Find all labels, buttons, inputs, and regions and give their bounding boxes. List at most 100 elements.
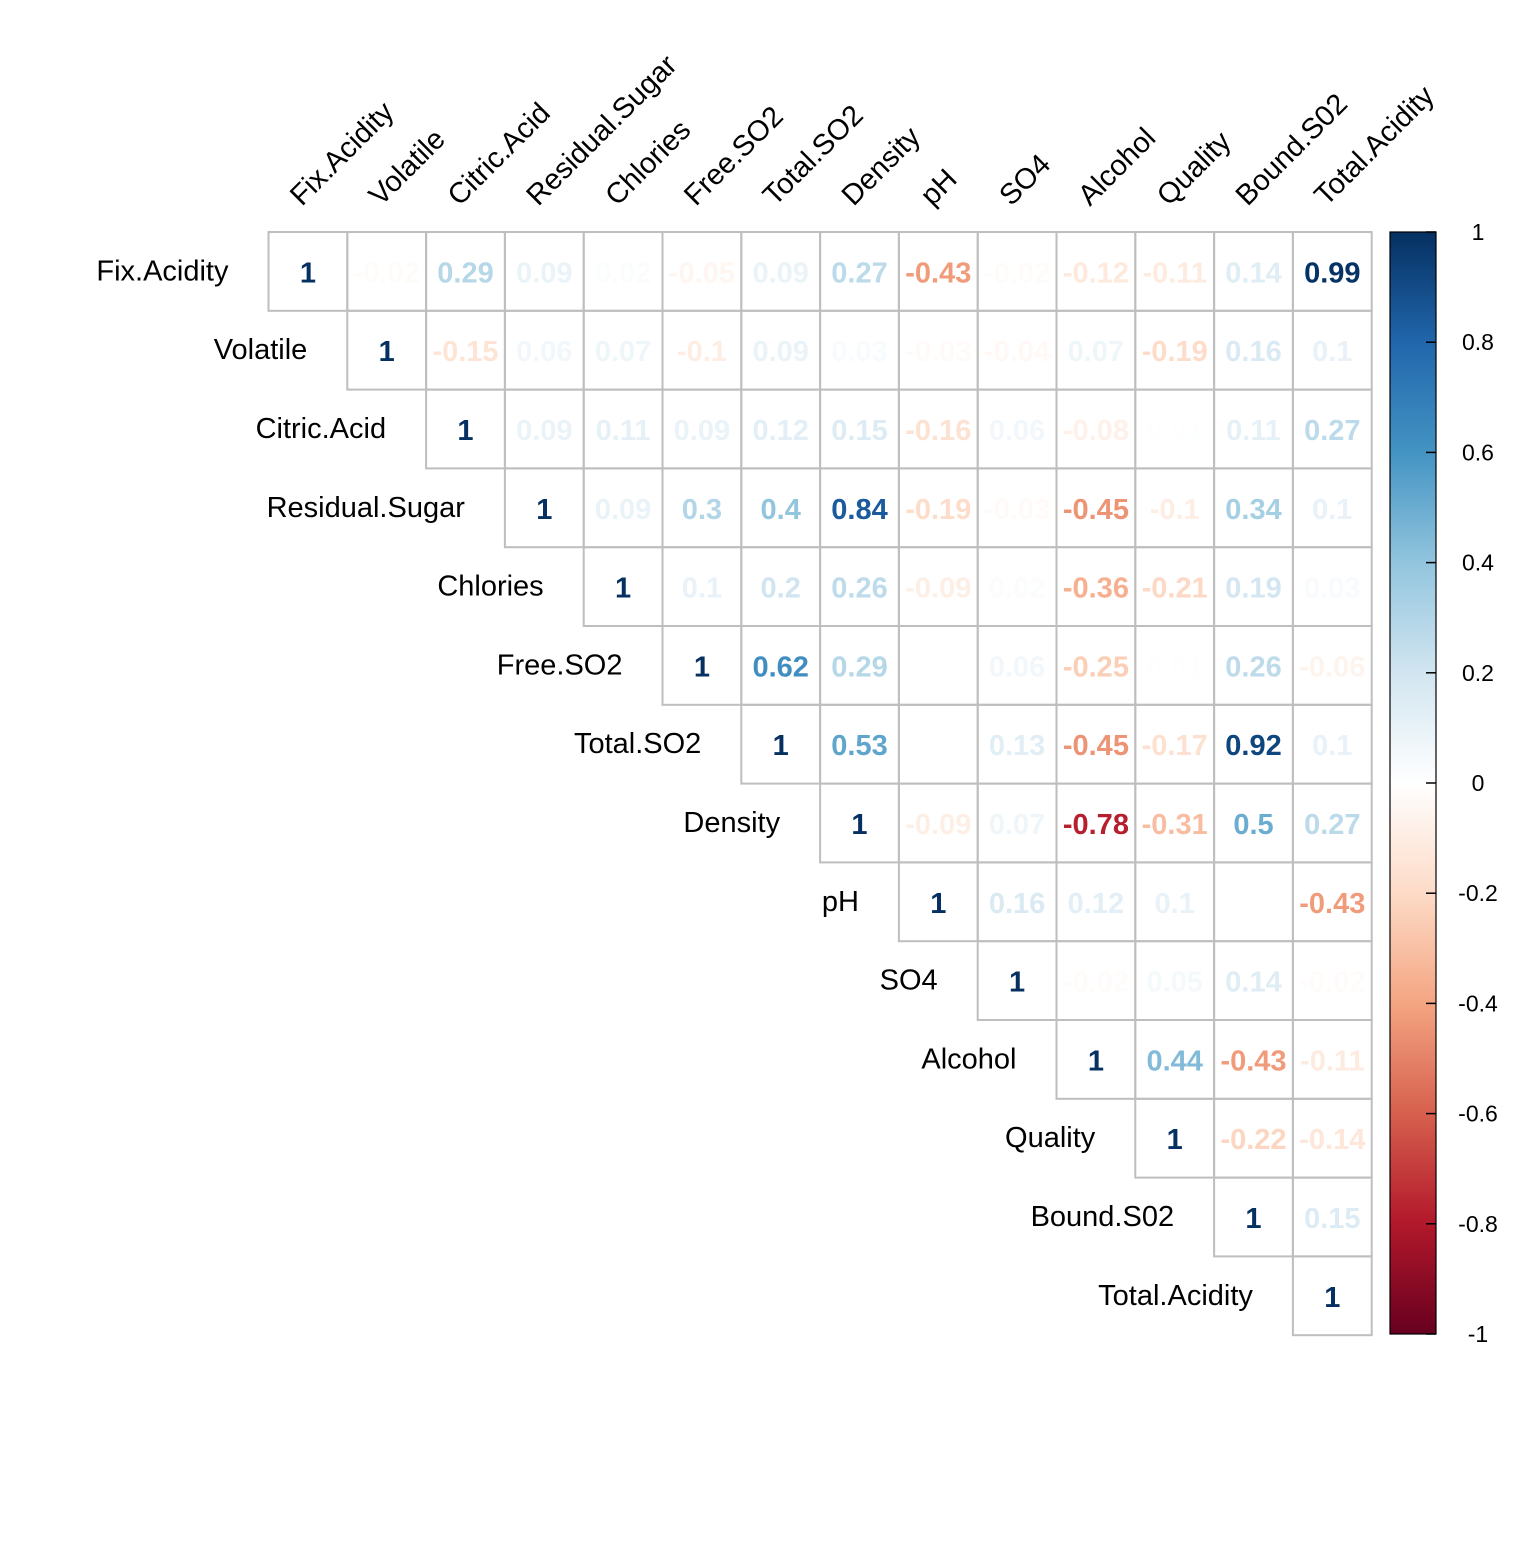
matrix-cell <box>820 232 899 311</box>
correlation-value: 0.01 <box>1146 651 1202 683</box>
matrix-cell <box>1292 232 1372 311</box>
correlation-value: 1 <box>457 415 473 447</box>
matrix-cell <box>1214 862 1293 942</box>
row-label: Total.Acidity <box>1098 1280 1253 1312</box>
correlation-value: -0.02 <box>984 257 1050 289</box>
matrix-cell <box>1135 704 1215 784</box>
correlation-value: 0.05 <box>1146 967 1202 999</box>
matrix-cell <box>1214 468 1293 548</box>
matrix-cell <box>1292 468 1372 548</box>
row-label: Total.SO2 <box>574 728 701 760</box>
cell-border <box>1291 1255 1373 1337</box>
correlation-value: 0 <box>930 730 946 762</box>
matrix-cell <box>820 310 899 390</box>
column-label: Quality <box>1151 125 1238 212</box>
row-label: Volatile <box>214 334 308 366</box>
correlation-value: 0.99 <box>1304 257 1360 289</box>
correlation-value: -0.1 <box>677 336 727 368</box>
matrix-cell <box>504 389 584 469</box>
correlation-value: -0.12 <box>1063 257 1129 289</box>
colorbar-tick-label: -0.2 <box>1458 880 1498 906</box>
correlation-value: 0.11 <box>1226 415 1281 447</box>
colorbar-tick-label: 0 <box>1472 770 1485 796</box>
correlation-value: 0.16 <box>1225 336 1281 368</box>
matrix-cells <box>268 232 1372 1336</box>
correlation-value: 0.02 <box>989 573 1045 605</box>
matrix-cell <box>583 547 663 626</box>
correlation-value: 0.92 <box>1225 730 1281 762</box>
correlation-value: 0.07 <box>1068 336 1124 368</box>
column-label: pH <box>915 163 964 212</box>
matrix-cell <box>1056 389 1136 469</box>
correlation-value: 0.14 <box>1225 257 1281 289</box>
correlation-value: 0.14 <box>1225 967 1281 999</box>
correlation-value: -0.11 <box>1142 257 1207 289</box>
matrix-cell <box>347 310 427 390</box>
colorbar-tick-label: 1 <box>1472 219 1485 245</box>
matrix-cell <box>1292 310 1372 390</box>
matrix-cell <box>898 310 978 390</box>
correlation-value: -0.14 <box>1299 1124 1365 1156</box>
matrix-cell <box>1292 547 1372 626</box>
matrix-cell <box>977 468 1057 548</box>
correlation-value: 0.84 <box>831 494 887 526</box>
correlation-value: -0.17 <box>1142 730 1208 762</box>
correlation-value: 0.06 <box>989 415 1045 447</box>
matrix-cell <box>583 310 663 390</box>
matrix-cell <box>662 389 742 469</box>
matrix-cell <box>426 389 505 469</box>
correlation-value: 0.29 <box>831 651 887 683</box>
correlation-value: -0.78 <box>1063 809 1129 841</box>
correlation-value: 0.09 <box>752 336 808 368</box>
matrix-cell <box>898 468 978 548</box>
matrix-cell <box>1292 1256 1372 1336</box>
correlation-value: 0.03 <box>831 336 887 368</box>
correlation-value: 0.11 <box>596 415 651 447</box>
matrix-cell <box>1056 310 1136 390</box>
correlation-value: 1 <box>1009 967 1025 999</box>
matrix-cell <box>504 468 584 548</box>
matrix-cell <box>741 310 821 390</box>
matrix-cell <box>741 468 821 548</box>
correlation-value: 0.26 <box>831 573 887 605</box>
row-label: Quality <box>1005 1122 1096 1154</box>
correlation-value: -0.25 <box>1063 651 1129 683</box>
matrix-cell <box>1056 468 1136 548</box>
correlation-value: -0.03 <box>905 336 971 368</box>
correlation-value: 0.03 <box>1304 573 1360 605</box>
matrix-cell <box>426 310 505 390</box>
matrix-cell <box>1056 783 1136 863</box>
matrix-cell <box>820 704 899 784</box>
matrix-cell <box>1292 783 1372 863</box>
matrix-cell <box>1135 547 1215 626</box>
row-label: pH <box>822 886 859 918</box>
correlation-value: 0.07 <box>989 809 1045 841</box>
matrix-cell <box>504 310 584 390</box>
correlation-value: 0.1 <box>1312 494 1352 526</box>
correlation-value: -0.11 <box>1300 1045 1365 1077</box>
correlation-value: 1 <box>1324 1282 1340 1314</box>
matrix-cell <box>1135 626 1215 705</box>
correlation-value: 1 <box>300 257 316 289</box>
matrix-cell <box>741 389 821 469</box>
correlation-value: 0.62 <box>752 651 808 683</box>
matrix-cell <box>1056 1020 1136 1099</box>
colorbar-ticks: 1 0.8 0.6 0.4 0.2 0 -0.2 -0.4 -0.6 -0.8 -1 <box>1426 219 1498 1347</box>
matrix-cell <box>1292 1177 1372 1257</box>
correlation-value: 0.34 <box>1225 494 1281 526</box>
correlation-value: -0.02 <box>354 257 420 289</box>
matrix-cell <box>268 232 348 311</box>
matrix-cell <box>1292 862 1372 942</box>
matrix-cell <box>1056 232 1136 311</box>
matrix-cell <box>1135 468 1215 548</box>
correlation-value: -0.1 <box>1150 494 1200 526</box>
correlation-value: 0.02 <box>595 257 651 289</box>
matrix-grid <box>267 231 1373 1337</box>
correlation-value: 0.2 <box>761 573 801 605</box>
correlation-value: 1 <box>1245 1203 1261 1235</box>
correlation-value: -0.31 <box>1142 809 1208 841</box>
matrix-cell <box>898 389 978 469</box>
correlation-value: 0.26 <box>1225 651 1281 683</box>
